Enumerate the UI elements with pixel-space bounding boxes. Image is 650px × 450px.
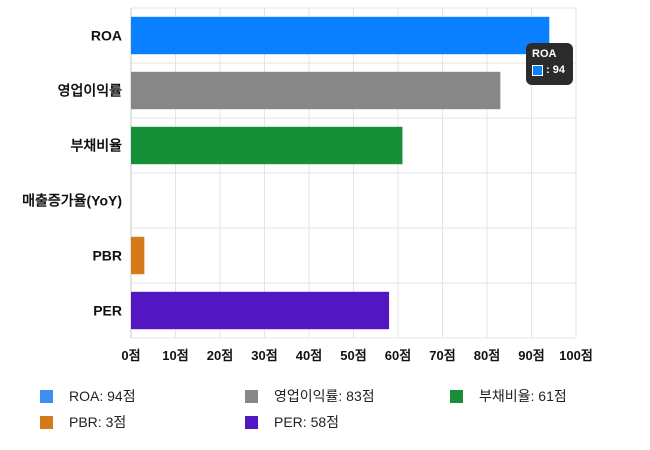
- x-tick-label: 60점: [385, 348, 411, 363]
- x-tick-label: 10점: [162, 348, 188, 363]
- legend-swatch: [40, 389, 53, 403]
- legend-swatch: [245, 389, 258, 403]
- legend-label: 영업이익률: 83점: [274, 388, 375, 404]
- legend-label: 부채비율: 61점: [479, 388, 567, 404]
- bar-2[interactable]: [131, 126, 403, 165]
- legend-swatch: [450, 389, 463, 403]
- x-tick-label: 80점: [474, 348, 500, 363]
- legend-item[interactable]: PER: 58점: [245, 412, 339, 432]
- bar-4[interactable]: [131, 236, 145, 275]
- x-tick-label: 90점: [518, 348, 544, 363]
- y-tick-label: 부채비율: [70, 138, 122, 154]
- x-tick-label: 50점: [340, 348, 366, 363]
- tooltip-title: ROA: [532, 48, 557, 60]
- grid-lines: [130, 7, 577, 339]
- x-tick-labels: 0점 10점 20점 30점 40점 50점 60점 70점 80점 90점 100점: [121, 348, 592, 363]
- bars: [131, 16, 550, 330]
- y-tick-label: 매출증가율(YoY): [22, 193, 122, 209]
- x-tick-label: 0점: [121, 348, 140, 363]
- x-tick-label: 30점: [251, 348, 277, 363]
- bar-5[interactable]: [131, 291, 390, 330]
- x-tick-label: 100점: [559, 348, 593, 363]
- legend-item[interactable]: ROA: 94점: [40, 386, 136, 406]
- y-tick-label: PER: [93, 303, 122, 319]
- legend-item[interactable]: PBR: 3점: [40, 412, 126, 432]
- x-tick-label: 20점: [207, 348, 233, 363]
- legend-label: ROA: 94점: [69, 388, 136, 404]
- y-tick-label: 영업이익률: [58, 83, 123, 99]
- legend-label: PER: 58점: [274, 414, 340, 430]
- legend-swatch: [40, 415, 53, 429]
- bar-tooltip: ROA : 94: [526, 43, 573, 85]
- tooltip-value: : 94: [546, 64, 565, 76]
- legend-item[interactable]: 영업이익률: 83점: [245, 386, 375, 406]
- bar-0[interactable]: [131, 16, 550, 55]
- y-tick-label: PBR: [92, 248, 122, 264]
- legend-swatch: [245, 415, 258, 429]
- tooltip-swatch: [532, 64, 543, 76]
- legend-label: PBR: 3점: [69, 414, 127, 430]
- legend-item[interactable]: 부채비율: 61점: [450, 386, 567, 406]
- x-tick-label: 40점: [296, 348, 322, 363]
- bar-1[interactable]: [131, 71, 501, 110]
- x-tick-label: 70점: [429, 348, 455, 363]
- y-tick-label: ROA: [91, 28, 122, 44]
